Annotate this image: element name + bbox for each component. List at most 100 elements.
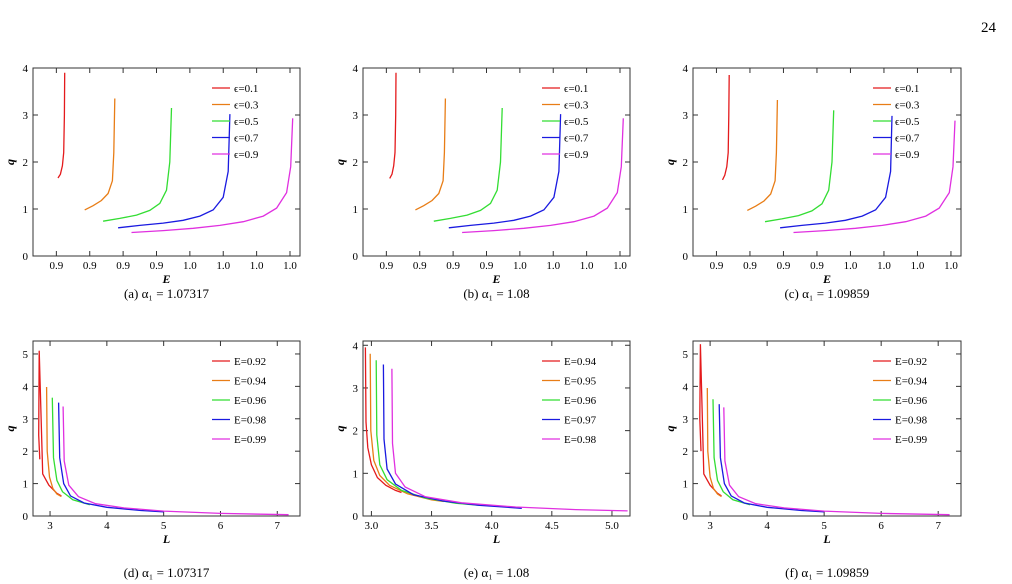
series-line-5	[62, 406, 289, 516]
y-tick-label: 0	[683, 251, 689, 263]
x-tick-label: 0.9	[743, 260, 757, 272]
x-tick-label: 1.0	[513, 260, 527, 272]
y-axis-label: q	[333, 426, 347, 432]
x-tick-label: 0.9	[413, 260, 427, 272]
series-line-3	[712, 399, 751, 506]
legend-entry: E=0.92	[895, 356, 927, 368]
x-tick-label: 1.0	[250, 260, 264, 272]
x-tick-label: 5	[821, 520, 827, 532]
x-tick-label: 0.9	[379, 260, 393, 272]
legend-entry: E=0.98	[564, 434, 597, 446]
x-tick-label: 1.0	[546, 260, 560, 272]
y-axis-label: q	[333, 159, 347, 165]
legend-entry: ϵ=0.9	[234, 149, 259, 161]
legend-entry: ϵ=0.3	[895, 100, 920, 112]
legend-entry: E=0.94	[234, 376, 267, 388]
y-tick-label: 1	[683, 204, 689, 216]
x-tick-label: 1.0	[613, 260, 627, 272]
y-tick-label: 2	[353, 157, 359, 169]
y-tick-label: 4	[353, 63, 359, 75]
series-line-2	[415, 98, 447, 211]
series-line-1	[699, 344, 722, 497]
y-tick-label: 4	[23, 381, 29, 393]
legend-entry: ϵ=0.3	[564, 100, 589, 112]
plot-frame	[32, 340, 301, 517]
y-tick-label: 4	[23, 63, 29, 75]
y-tick-label: 2	[683, 446, 689, 458]
series-line-2	[706, 387, 722, 498]
x-tick-label: 0.9	[83, 260, 97, 272]
y-tick-label: 1	[353, 204, 359, 216]
series-line-5	[462, 118, 624, 234]
subfigure-caption: (c) α₁ = 1.09859	[784, 286, 869, 301]
y-tick-label: 5	[683, 349, 689, 361]
y-axis-label: q	[663, 426, 677, 432]
subfigure-caption: (d) α₁ = 1.07317	[124, 565, 210, 580]
legend-entry: E=0.98	[234, 415, 267, 427]
legend-entry: E=0.99	[895, 434, 928, 446]
x-tick-label: 0.9	[150, 260, 164, 272]
legend-entry: E=0.92	[234, 356, 266, 368]
x-tick-label: 0.9	[710, 260, 724, 272]
subfigure-caption: (a) α₁ = 1.07317	[124, 286, 210, 301]
y-tick-label: 3	[23, 110, 29, 122]
series-line-4	[382, 364, 522, 509]
x-tick-label: 4.0	[485, 520, 499, 532]
legend-entry: ϵ=0.3	[234, 100, 259, 112]
legend-entry: E=0.95	[564, 376, 597, 388]
x-tick-label: 0.9	[480, 260, 494, 272]
y-tick-label: 3	[683, 110, 689, 122]
legend-entry: ϵ=0.5	[234, 116, 259, 128]
series-line-4	[780, 115, 893, 229]
page-number: 24	[981, 20, 996, 36]
x-tick-label: 3	[707, 520, 713, 532]
legend-entry: E=0.98	[895, 415, 928, 427]
x-tick-label: 6	[218, 520, 224, 532]
x-tick-label: 1.0	[216, 260, 230, 272]
x-tick-label: 4.5	[545, 520, 559, 532]
y-axis-label: q	[3, 159, 17, 165]
legend-entry: ϵ=0.7	[234, 133, 259, 145]
y-tick-label: 1	[23, 204, 29, 216]
x-tick-label: 0.9	[446, 260, 460, 272]
legend-entry: E=0.96	[564, 395, 597, 407]
legend-entry: ϵ=0.7	[895, 133, 920, 145]
x-tick-label: 5.0	[605, 520, 619, 532]
x-tick-label: 3.5	[425, 520, 439, 532]
y-tick-label: 4	[683, 381, 689, 393]
y-tick-label: 0	[683, 511, 689, 523]
legend-entry: ϵ=0.1	[564, 83, 588, 95]
x-tick-label: 4	[104, 520, 110, 532]
y-axis-label: q	[663, 159, 677, 165]
y-tick-label: 1	[23, 479, 29, 491]
legend-entry: ϵ=0.9	[564, 149, 589, 161]
series-line-1	[389, 72, 397, 179]
series-line-1	[38, 350, 62, 497]
series-line-3	[51, 397, 90, 506]
legend-entry: E=0.96	[234, 395, 267, 407]
series-line-2	[747, 99, 779, 211]
series-line-5	[391, 368, 628, 512]
y-tick-label: 4	[683, 63, 689, 75]
subfigure-caption: (e) α₁ = 1.08	[464, 565, 530, 580]
x-tick-label: 3.0	[365, 520, 379, 532]
y-tick-label: 2	[23, 446, 29, 458]
series-line-1	[721, 74, 730, 181]
y-tick-label: 5	[23, 349, 29, 361]
series-line-4	[718, 404, 825, 513]
legend-entry: ϵ=0.5	[564, 116, 589, 128]
chart-panel-4: 3 4 5 6 7012345LqE=0.92E=0.94E=0.96E=0.98E=0…	[3, 340, 301, 580]
plot-frame	[362, 340, 631, 517]
series-line-1	[364, 347, 402, 494]
x-tick-label: 0.9	[49, 260, 63, 272]
x-tick-label: 1.0	[911, 260, 925, 272]
x-axis-label: E	[491, 272, 500, 286]
x-tick-label: 0.9	[777, 260, 791, 272]
y-tick-label: 3	[683, 414, 689, 426]
legend-entry: ϵ=0.7	[564, 133, 589, 145]
x-tick-label: 1.0	[877, 260, 891, 272]
series-line-1	[57, 72, 66, 179]
y-axis-label: q	[3, 426, 17, 432]
x-axis-label: E	[161, 272, 170, 286]
x-tick-label: 0.9	[116, 260, 130, 272]
